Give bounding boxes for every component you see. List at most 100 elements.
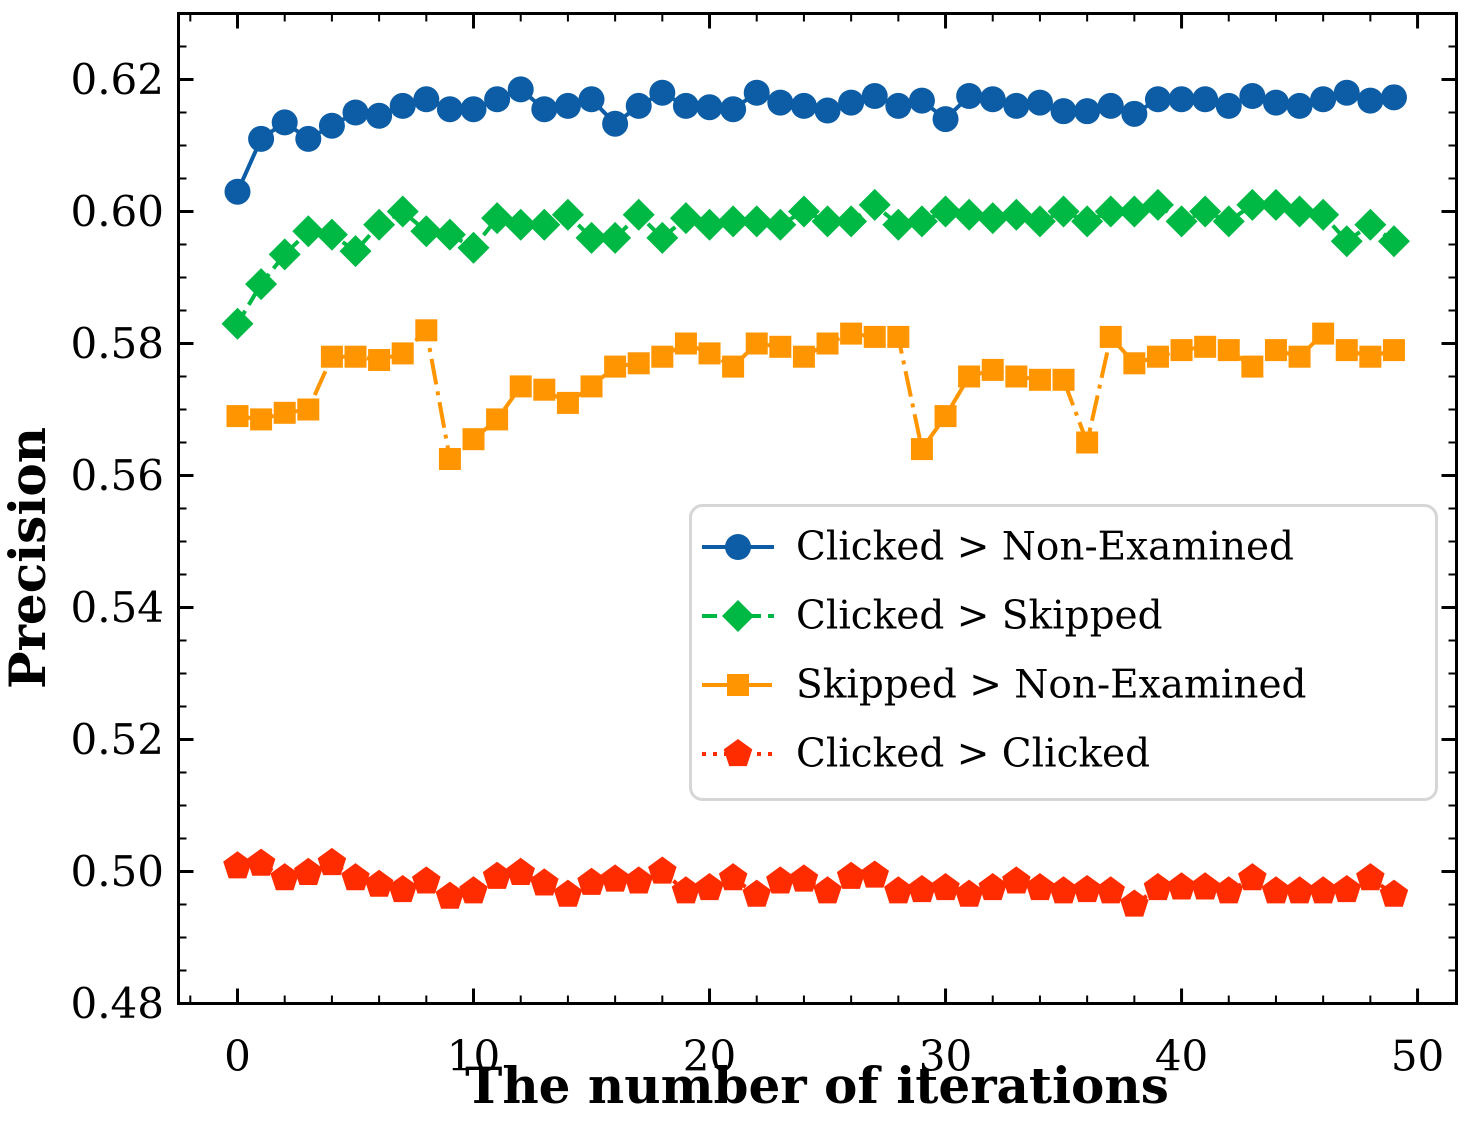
pentagon-marker: [364, 869, 394, 897]
circle-marker: [696, 94, 723, 121]
legend-label: Clicked > Skipped: [796, 594, 1163, 639]
square-marker: [1123, 352, 1146, 375]
circle-marker: [743, 79, 770, 106]
diamond-marker: [410, 215, 443, 248]
circle-marker: [956, 83, 983, 109]
square-marker: [674, 332, 697, 355]
square-marker: [887, 325, 910, 348]
pentagon-marker: [931, 873, 960, 901]
diamond-marker: [722, 600, 754, 632]
diamond-marker: [551, 198, 584, 231]
pentagon-marker: [695, 873, 724, 901]
square-marker: [1076, 431, 1099, 454]
pentagon-marker: [1049, 876, 1078, 904]
square-marker: [863, 325, 886, 348]
pentagon-marker: [813, 876, 842, 904]
x-tick-label: 40: [1155, 1032, 1208, 1081]
circle-marker: [861, 83, 888, 109]
diamond-marker: [245, 268, 278, 301]
circle-marker: [1144, 86, 1171, 113]
circle-marker: [1215, 92, 1242, 119]
square-marker: [462, 428, 485, 451]
diamond-marker: [433, 218, 466, 251]
circle-marker: [460, 96, 487, 123]
diamond-marker: [1307, 198, 1340, 231]
circle-marker: [1003, 92, 1030, 119]
x-tick-label: 0: [224, 1032, 251, 1081]
square-marker: [1146, 345, 1169, 368]
diamond-marker: [1071, 205, 1104, 238]
diamond-marker: [599, 221, 632, 254]
circle-marker: [1121, 100, 1148, 127]
pentagon-marker: [223, 851, 252, 879]
square-marker: [627, 352, 650, 375]
diamond-marker: [1118, 195, 1151, 228]
square-marker: [250, 408, 273, 431]
circle-marker: [932, 106, 959, 133]
y-tick-label: 0.52: [70, 715, 164, 764]
diamond-marker: [221, 307, 254, 340]
circle-marker: [295, 125, 322, 152]
square-marker: [1241, 355, 1264, 378]
diamond-marker: [1094, 195, 1127, 228]
pentagon-marker: [860, 860, 889, 888]
pentagon-marker: [1167, 872, 1196, 900]
diamond-marker: [811, 205, 844, 238]
circle-marker: [1310, 86, 1337, 113]
square-marker: [344, 345, 367, 368]
diamond-marker: [787, 195, 820, 228]
circle-marker: [366, 102, 393, 129]
circle-marker: [720, 96, 747, 123]
square-marker: [1359, 345, 1382, 368]
pentagon-marker: [1379, 879, 1409, 907]
pentagon-marker: [954, 879, 984, 907]
y-tick-label: 0.58: [70, 319, 164, 368]
square-marker: [1028, 368, 1051, 391]
circle-marker: [1239, 83, 1266, 109]
pentagon-marker: [1285, 876, 1314, 904]
square-marker: [840, 322, 863, 345]
square-marker: [368, 349, 391, 371]
diamond-marker: [575, 221, 608, 254]
square-marker: [580, 375, 603, 398]
diamond-marker: [1023, 205, 1056, 238]
circle-marker: [507, 76, 534, 103]
square-marker: [1288, 345, 1311, 368]
circle-marker: [1050, 98, 1077, 125]
square-marker: [604, 355, 627, 378]
pentagon-marker: [412, 866, 441, 894]
pentagon-marker: [482, 861, 512, 889]
square-marker: [910, 438, 933, 461]
diamond-marker: [386, 195, 419, 228]
diamond-marker: [1330, 225, 1363, 258]
legend-entry: Clicked > Skipped: [702, 594, 1163, 639]
square-marker: [533, 378, 556, 401]
pentagon-marker: [246, 848, 276, 876]
pentagon-marker: [270, 863, 299, 891]
circle-marker: [838, 89, 865, 116]
legend-entry: Clicked > Non-Examined: [702, 525, 1294, 570]
pentagon-marker: [435, 881, 465, 909]
diamond-marker: [1212, 205, 1245, 238]
circle-marker: [342, 99, 369, 126]
diamond-marker: [292, 215, 325, 248]
square-marker: [1264, 339, 1287, 362]
pentagon-marker: [671, 876, 701, 904]
circle-marker: [1262, 89, 1289, 116]
square-marker: [727, 674, 749, 696]
diamond-marker: [764, 208, 797, 241]
circle-marker: [1192, 86, 1219, 113]
pentagon-marker: [1143, 873, 1173, 901]
square-marker: [509, 375, 532, 398]
circle-marker: [1286, 92, 1313, 119]
series-clicked-non-examined: [224, 76, 1407, 205]
square-marker: [1312, 322, 1335, 345]
diamond-marker: [905, 205, 938, 238]
pentagon-marker: [553, 879, 583, 907]
diamond-marker: [481, 202, 514, 235]
square-marker: [438, 448, 461, 470]
square-marker: [651, 345, 674, 368]
square-marker: [958, 365, 981, 388]
